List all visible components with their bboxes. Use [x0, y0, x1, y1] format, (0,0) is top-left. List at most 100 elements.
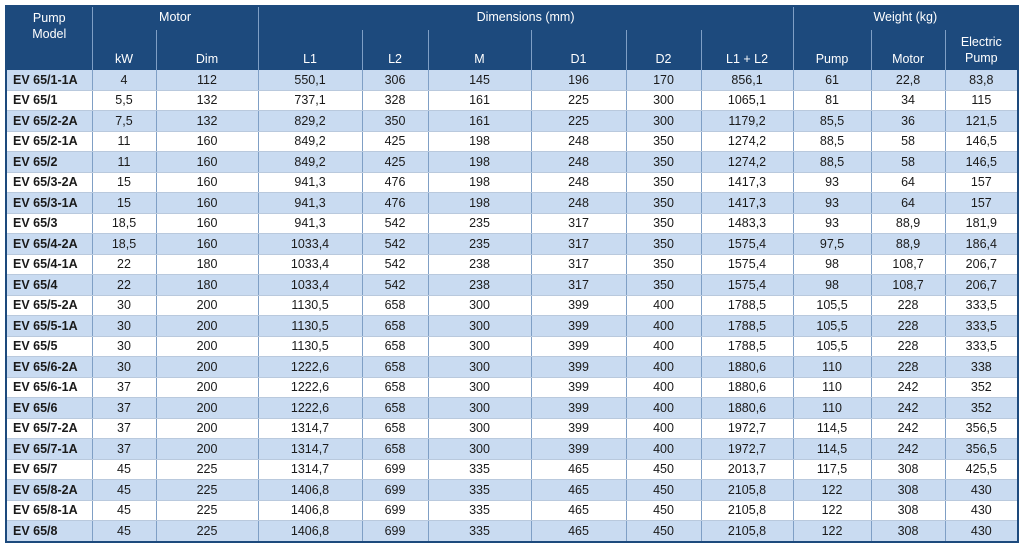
cell-dim: 200: [156, 397, 259, 419]
cell-model: EV 65/7: [6, 459, 93, 480]
cell-l2: 658: [362, 336, 429, 357]
cell-pump-weight: 88,5: [793, 131, 872, 152]
header-m: M: [428, 30, 532, 70]
cell-l1-plus-l2: 2105,8: [701, 520, 794, 542]
cell-l1: 1130,5: [258, 315, 363, 337]
cell-electric-pump-weight: 206,7: [945, 254, 1019, 275]
cell-kw: 22: [92, 254, 157, 275]
cell-d1: 399: [531, 418, 627, 439]
cell-kw: 30: [92, 336, 157, 357]
cell-pump-weight: 98: [793, 254, 872, 275]
cell-pump-weight: 97,5: [793, 233, 872, 255]
cell-l1-plus-l2: 1575,4: [701, 233, 794, 255]
cell-m: 198: [428, 131, 532, 152]
cell-l1: 1406,8: [258, 520, 363, 542]
cell-electric-pump-weight: 121,5: [945, 110, 1019, 132]
table-row: EV 65/8 45 225 1406,8 699 335 465 450 2105,8 122 3…: [6, 520, 1019, 542]
cell-l1: 1406,8: [258, 500, 363, 521]
cell-d2: 400: [626, 295, 702, 316]
cell-d2: 350: [626, 254, 702, 275]
cell-electric-pump-weight: 186,4: [945, 233, 1019, 255]
cell-d1: 248: [531, 192, 627, 214]
table-row: EV 65/1 5,5 132 737,1 328 161 225 300 1065,1 81 34…: [6, 90, 1019, 111]
cell-m: 161: [428, 110, 532, 132]
cell-model: EV 65/2-1A: [6, 131, 93, 152]
cell-motor-weight: 308: [871, 520, 946, 542]
cell-l1: 550,1: [258, 70, 363, 91]
cell-l2: 658: [362, 418, 429, 439]
header-dim: Dim: [156, 30, 259, 70]
cell-dim: 200: [156, 315, 259, 337]
header-motor-weight: Motor: [871, 30, 946, 70]
cell-model: EV 65/4-1A: [6, 254, 93, 275]
cell-l2: 699: [362, 459, 429, 480]
cell-l2: 542: [362, 274, 429, 296]
cell-electric-pump-weight: 333,5: [945, 315, 1019, 337]
cell-motor-weight: 88,9: [871, 213, 946, 234]
cell-m: 300: [428, 315, 532, 337]
cell-dim: 160: [156, 213, 259, 234]
cell-l1-plus-l2: 1483,3: [701, 213, 794, 234]
cell-model: EV 65/1: [6, 90, 93, 111]
cell-model: EV 65/4: [6, 274, 93, 296]
header-pump-model: Pump Model: [6, 6, 93, 70]
cell-d2: 400: [626, 397, 702, 419]
cell-dim: 225: [156, 520, 259, 542]
cell-model: EV 65/4-2A: [6, 233, 93, 255]
cell-l2: 542: [362, 254, 429, 275]
cell-kw: 15: [92, 192, 157, 214]
cell-m: 335: [428, 520, 532, 542]
cell-l2: 542: [362, 213, 429, 234]
cell-l1: 941,3: [258, 192, 363, 214]
cell-kw: 11: [92, 151, 157, 173]
cell-l1: 1222,6: [258, 356, 363, 378]
table-row: EV 65/4-2A 18,5 160 1033,4 542 235 317 350 1575,…: [6, 233, 1019, 255]
cell-l1-plus-l2: 1788,5: [701, 295, 794, 316]
cell-model: EV 65/3: [6, 213, 93, 234]
cell-dim: 225: [156, 479, 259, 501]
cell-motor-weight: 88,9: [871, 233, 946, 255]
cell-electric-pump-weight: 352: [945, 377, 1019, 398]
cell-m: 161: [428, 90, 532, 111]
cell-electric-pump-weight: 115: [945, 90, 1019, 111]
cell-d1: 399: [531, 397, 627, 419]
cell-model: EV 65/3-2A: [6, 172, 93, 193]
cell-l2: 699: [362, 520, 429, 542]
cell-electric-pump-weight: 430: [945, 520, 1019, 542]
cell-pump-weight: 93: [793, 213, 872, 234]
cell-motor-weight: 308: [871, 479, 946, 501]
cell-d2: 300: [626, 110, 702, 132]
cell-dim: 225: [156, 500, 259, 521]
cell-l1-plus-l2: 1880,6: [701, 397, 794, 419]
cell-d1: 399: [531, 315, 627, 337]
cell-l1: 1314,7: [258, 418, 363, 439]
cell-m: 145: [428, 70, 532, 91]
cell-electric-pump-weight: 146,5: [945, 151, 1019, 173]
cell-m: 335: [428, 500, 532, 521]
cell-pump-weight: 61: [793, 70, 872, 91]
cell-m: 235: [428, 233, 532, 255]
cell-motor-weight: 58: [871, 131, 946, 152]
cell-electric-pump-weight: 206,7: [945, 274, 1019, 296]
cell-l1: 829,2: [258, 110, 363, 132]
header-l1-plus-l2: L1 + L2: [701, 30, 794, 70]
cell-kw: 4: [92, 70, 157, 91]
table-row: EV 65/7-2A 37 200 1314,7 658 300 399 400 1972,7 1…: [6, 418, 1019, 439]
cell-pump-weight: 98: [793, 274, 872, 296]
cell-d1: 399: [531, 377, 627, 398]
cell-d2: 400: [626, 315, 702, 337]
cell-m: 300: [428, 397, 532, 419]
cell-m: 335: [428, 479, 532, 501]
cell-model: EV 65/5-1A: [6, 315, 93, 337]
cell-d2: 450: [626, 500, 702, 521]
header-weight-group: Weight (kg): [793, 6, 1019, 30]
cell-l2: 350: [362, 110, 429, 132]
cell-pump-weight: 122: [793, 520, 872, 542]
cell-model: EV 65/7-1A: [6, 438, 93, 460]
cell-model: EV 65/2-2A: [6, 110, 93, 132]
cell-l1-plus-l2: 1788,5: [701, 315, 794, 337]
cell-l1-plus-l2: 1274,2: [701, 131, 794, 152]
cell-motor-weight: 36: [871, 110, 946, 132]
cell-dim: 160: [156, 233, 259, 255]
cell-l1-plus-l2: 1880,6: [701, 356, 794, 378]
